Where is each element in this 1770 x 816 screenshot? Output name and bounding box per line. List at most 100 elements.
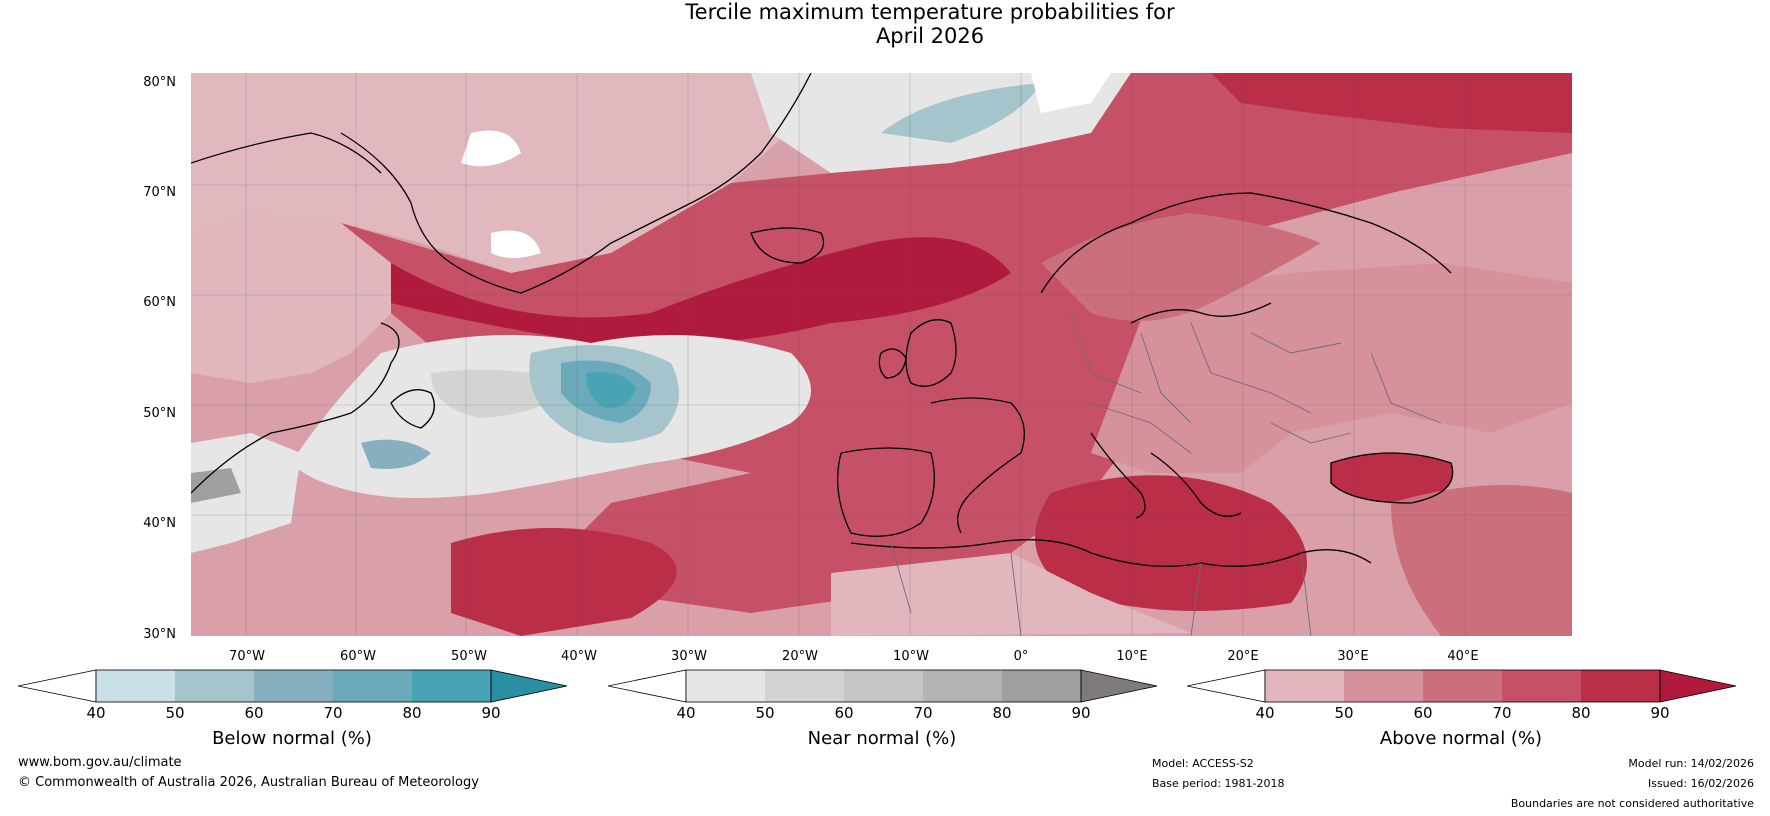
above-normal-swatch-50-60	[1344, 670, 1423, 702]
greenland-region	[191, 73, 811, 273]
north-africa-coast	[850, 539, 1372, 567]
west-white	[191, 433, 301, 553]
west-grey	[191, 468, 241, 503]
lat-label-60n: 60°N	[143, 295, 176, 310]
uk	[905, 319, 957, 387]
near-normal-swatch-80-90	[1002, 670, 1081, 702]
lon-label-20w: 20°W	[782, 649, 818, 664]
above-normal-swatch-40-50	[1265, 670, 1344, 702]
below-tick-50: 50	[165, 704, 185, 722]
near-normal-swatch-50-60	[765, 670, 844, 702]
south-dark	[451, 528, 677, 636]
lon-label-50w: 50°W	[451, 649, 487, 664]
above-normal-swatch-lower	[1186, 669, 1266, 703]
below-tick-60: 60	[244, 704, 264, 722]
near-normal-swatch-upper	[1080, 669, 1158, 703]
mediterranean	[1035, 475, 1307, 611]
lat-label-70n: 70°N	[143, 185, 176, 200]
below-normal-swatch-lower	[17, 669, 97, 703]
lon-label-30w: 30°W	[671, 649, 707, 664]
near-normal-swatch-40-50	[686, 670, 765, 702]
newfoundland	[390, 389, 435, 429]
lon-label-10w: 10°W	[893, 649, 929, 664]
title-line-2: April 2026	[875, 24, 985, 48]
greenland-white-2	[491, 230, 541, 258]
lon-label-60w: 60°W	[340, 649, 376, 664]
above-normal-swatch-upper	[1659, 669, 1737, 703]
lon-label-0: 0°	[1013, 649, 1029, 664]
east-dark	[1391, 485, 1572, 636]
above-normal-swatch-80-90	[1581, 670, 1660, 702]
graticule	[191, 73, 1572, 636]
below-tick-40: 40	[86, 704, 106, 722]
scandinavia	[1041, 213, 1321, 321]
above-normal-swatch-70-80	[1502, 670, 1581, 702]
colorbar-above-normal-svg	[1186, 669, 1737, 703]
website-link[interactable]: www.bom.gov.au/climate	[18, 755, 182, 770]
above-normal-swatch-60-70	[1423, 670, 1502, 702]
scandinavia-coast	[1040, 192, 1452, 294]
lon-label-40e: 40°E	[1447, 649, 1479, 664]
country-borders	[890, 312, 1442, 636]
below-normal-swatch-80-90	[412, 670, 491, 702]
above-tick-70: 70	[1492, 704, 1512, 722]
near-normal-swatch-lower	[607, 669, 687, 703]
below-normal-swatch-50-60	[175, 670, 254, 702]
below-normal-swatch-70-80	[333, 670, 412, 702]
lat-label-80n: 80°N	[143, 75, 176, 90]
above-tick-90: 90	[1650, 704, 1670, 722]
colorbar-below-normal-svg	[17, 669, 568, 703]
near-tick-40: 40	[676, 704, 696, 722]
arctic-blue	[881, 83, 1041, 143]
colorbar-near-normal-svg	[607, 669, 1158, 703]
copyright-text: © Commonwealth of Australia 2026, Austra…	[18, 775, 479, 790]
above-tick-80: 80	[1571, 704, 1591, 722]
above-tick-60: 60	[1413, 704, 1433, 722]
balkans	[1150, 452, 1242, 517]
above-tick-50: 50	[1334, 704, 1354, 722]
colorbar-above-title: Above normal (%)	[1379, 728, 1543, 749]
near-tick-80: 80	[992, 704, 1012, 722]
model-run-text: Model run: 14/02/2026	[1628, 757, 1754, 770]
base-period-text: Base period: 1981-2018	[1152, 777, 1285, 790]
iberia-coast	[837, 447, 935, 537]
greenland-coast	[340, 73, 812, 294]
chart-title: Tercile maximum temperature probabilitie…	[0, 0, 1770, 48]
colorbar-below-title: Below normal (%)	[212, 728, 372, 749]
probability-map	[191, 73, 1572, 636]
below-normal-core	[586, 372, 636, 408]
lon-label-10e: 10°E	[1116, 649, 1148, 664]
near-tick-50: 50	[755, 704, 775, 722]
iceland	[750, 227, 825, 264]
below-normal-swatch-60-70	[254, 670, 333, 702]
arctic-white	[1031, 73, 1111, 113]
below-tick-70: 70	[323, 704, 343, 722]
lat-label-40n: 40°N	[143, 516, 176, 531]
below-normal-west	[361, 439, 431, 469]
title-line-1: Tercile maximum temperature probabilitie…	[685, 0, 1175, 24]
italy	[1090, 432, 1146, 519]
lat-label-50n: 50°N	[143, 406, 176, 421]
black-sea	[1331, 453, 1453, 503]
lon-label-20e: 20°E	[1227, 649, 1259, 664]
canada-coast	[191, 322, 400, 494]
atlantic-dark	[391, 237, 1011, 346]
colorbar-above-normal	[1186, 668, 1737, 708]
lon-label-70w: 70°W	[229, 649, 265, 664]
near-tick-60: 60	[834, 704, 854, 722]
labrador-pink	[191, 213, 391, 383]
greenland-white	[461, 130, 521, 167]
colorbar-below-normal	[17, 668, 568, 708]
near-normal-swatch-60-70	[844, 670, 923, 702]
below-normal-swatch-upper	[490, 669, 568, 703]
lat-label-30n: 30°N	[143, 627, 176, 642]
model-text: Model: ACCESS-S2	[1152, 757, 1254, 770]
disclaimer-text: Boundaries are not considered authoritat…	[1510, 797, 1754, 810]
near-normal-swatch-70-80	[923, 670, 1002, 702]
near-tick-90: 90	[1071, 704, 1091, 722]
above-tick-40: 40	[1255, 704, 1275, 722]
arctic-dark-red	[1211, 73, 1572, 133]
europe-coast	[930, 397, 1025, 534]
near-tick-70: 70	[913, 704, 933, 722]
africa-light	[831, 553, 1191, 636]
